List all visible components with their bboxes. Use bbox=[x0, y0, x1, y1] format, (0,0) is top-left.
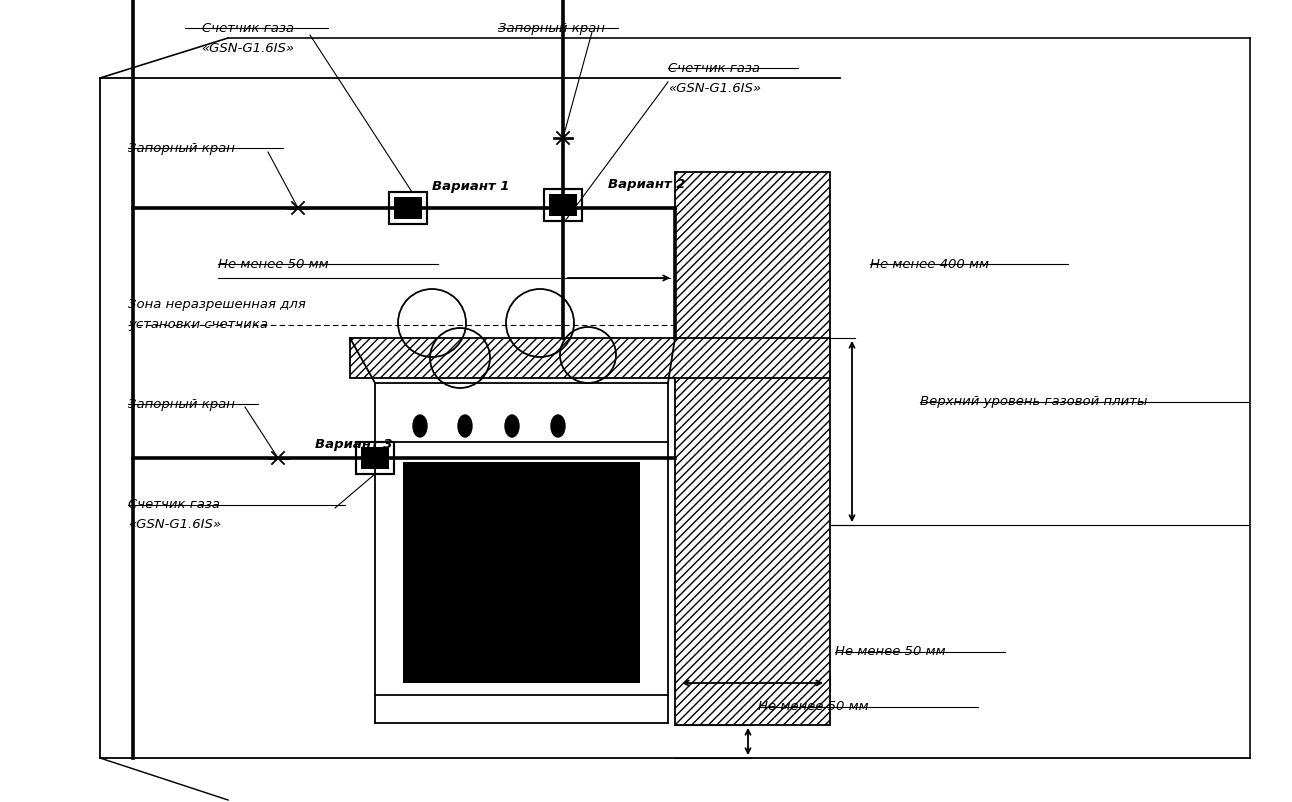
Text: Вариант 1: Вариант 1 bbox=[432, 180, 509, 193]
Text: «GSN-G1.6IS»: «GSN-G1.6IS» bbox=[202, 42, 295, 55]
Polygon shape bbox=[674, 172, 829, 725]
Text: Верхний уровень газовой плиты: Верхний уровень газовой плиты bbox=[920, 395, 1147, 408]
Bar bbox=[360, 447, 389, 469]
Bar bbox=[544, 189, 581, 221]
Text: Вариант 3: Вариант 3 bbox=[315, 438, 393, 451]
Text: Вариант 2: Вариант 2 bbox=[609, 178, 686, 191]
Polygon shape bbox=[350, 338, 829, 378]
Text: Запорный кран: Запорный кран bbox=[497, 22, 605, 35]
Text: Зона неразрешенная для: Зона неразрешенная для bbox=[128, 298, 306, 311]
Text: Запорный кран: Запорный кран bbox=[128, 398, 235, 411]
Text: Не менее 50 мм: Не менее 50 мм bbox=[218, 258, 328, 271]
Ellipse shape bbox=[550, 415, 565, 437]
Ellipse shape bbox=[505, 415, 519, 437]
Bar bbox=[403, 462, 640, 683]
Text: Счетчик газа: Счетчик газа bbox=[128, 498, 220, 511]
Text: Запорный кран: Запорный кран bbox=[128, 142, 235, 155]
Text: установки счетчика: установки счетчика bbox=[128, 318, 267, 331]
Bar bbox=[357, 442, 394, 474]
Text: Счетчик газа: Счетчик газа bbox=[668, 62, 760, 75]
Bar bbox=[394, 197, 422, 219]
Text: «GSN-G1.6IS»: «GSN-G1.6IS» bbox=[128, 518, 221, 531]
Bar bbox=[549, 194, 578, 216]
Text: Не менее 400 мм: Не менее 400 мм bbox=[870, 258, 988, 271]
Text: «GSN-G1.6IS»: «GSN-G1.6IS» bbox=[668, 82, 761, 95]
Text: Не менее 50 мм: Не менее 50 мм bbox=[835, 645, 946, 658]
Text: Счетчик газа: Счетчик газа bbox=[202, 22, 295, 35]
Ellipse shape bbox=[413, 415, 426, 437]
Text: Не менее 50 мм: Не менее 50 мм bbox=[758, 700, 868, 713]
Bar bbox=[389, 192, 426, 224]
Ellipse shape bbox=[457, 415, 472, 437]
